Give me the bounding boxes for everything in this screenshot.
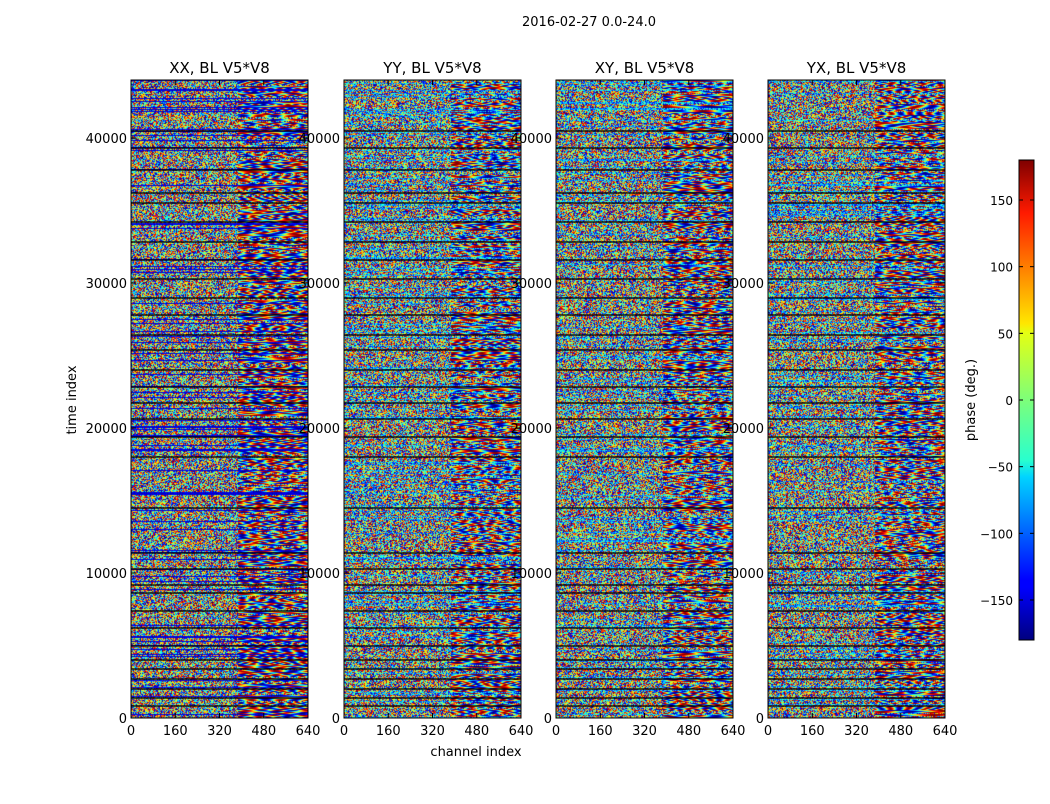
colorbar-tick-label: 150: [990, 194, 1013, 208]
x-tick-label: 640: [933, 724, 958, 739]
y-tick-label: 10000: [86, 567, 127, 582]
x-tick-label: 320: [632, 724, 657, 739]
panel-title: YX, BL V5*V8: [806, 59, 907, 77]
x-tick-label: 640: [296, 724, 321, 739]
panel-xy: XY, BL V5*V8 0 160 320 480 640 0 10000 20000 3000…: [511, 59, 746, 739]
heatmap-image: [768, 80, 945, 718]
x-tick-label: 480: [464, 724, 489, 739]
y-tick-label: 20000: [511, 422, 552, 437]
colorbar: 150 100 50 0 −50 −100 −150 phase (deg.): [964, 159, 1035, 641]
x-tick-label: 480: [888, 724, 913, 739]
x-tick-label: 0: [127, 724, 135, 739]
panel-yx: YX, BL V5*V8 0 160 320 480 640 0 10000 20000 3000…: [723, 59, 958, 739]
y-tick-label: 10000: [299, 567, 340, 582]
y-tick-label: 40000: [86, 132, 127, 147]
y-tick-label: 0: [332, 712, 340, 727]
y-tick-label: 40000: [511, 132, 552, 147]
colorbar-tick-label: 50: [998, 327, 1013, 341]
y-axis-label: time index: [65, 365, 80, 434]
y-tick-label: 30000: [723, 277, 764, 292]
colorbar-tick-label: −100: [980, 527, 1013, 541]
y-tick-label: 0: [119, 712, 127, 727]
x-tick-label: 0: [552, 724, 560, 739]
x-tick-label: 160: [163, 724, 188, 739]
heatmap-image: [344, 80, 521, 718]
y-tick-label: 0: [756, 712, 764, 727]
x-tick-label: 160: [376, 724, 401, 739]
figure-title: 2016-02-27 0.0-24.0: [522, 15, 656, 30]
colorbar-tick-label: 0: [1005, 394, 1013, 408]
y-tick-label: 30000: [299, 277, 340, 292]
heatmap-image: [556, 80, 733, 718]
x-tick-label: 320: [844, 724, 869, 739]
panel-xx: XX, BL V5*V8 0 160 320 480 640 0 10000 20000 3000…: [86, 59, 321, 739]
y-tick-label: 30000: [511, 277, 552, 292]
x-axis-label: channel index: [430, 745, 521, 760]
panel-title: XY, BL V5*V8: [595, 59, 695, 77]
x-tick-label: 0: [764, 724, 772, 739]
x-tick-label: 320: [207, 724, 232, 739]
colorbar-label: phase (deg.): [964, 359, 979, 441]
x-tick-label: 640: [509, 724, 534, 739]
x-tick-label: 480: [676, 724, 701, 739]
y-tick-label: 0: [544, 712, 552, 727]
x-tick-label: 0: [340, 724, 348, 739]
colorbar-tick-label: 100: [990, 261, 1013, 275]
y-tick-label: 20000: [299, 422, 340, 437]
x-tick-label: 320: [420, 724, 445, 739]
y-tick-label: 40000: [723, 132, 764, 147]
y-tick-label: 10000: [511, 567, 552, 582]
y-tick-label: 20000: [723, 422, 764, 437]
colorbar-ticks: 150 100 50 0 −50 −100 −150: [980, 194, 1034, 608]
panel-title: XX, BL V5*V8: [169, 59, 270, 77]
colorbar-tick-label: −50: [988, 461, 1013, 475]
colorbar-tick-label: −150: [980, 594, 1013, 608]
y-tick-label: 40000: [299, 132, 340, 147]
panel-yy: YY, BL V5*V8 0 160 320 480 640 0 10000 20000 3000…: [299, 59, 534, 739]
x-tick-label: 480: [251, 724, 276, 739]
heatmap-image: [131, 80, 308, 718]
x-tick-label: 160: [588, 724, 613, 739]
y-tick-label: 30000: [86, 277, 127, 292]
y-tick-label: 10000: [723, 567, 764, 582]
x-tick-label: 160: [800, 724, 825, 739]
y-tick-label: 20000: [86, 422, 127, 437]
x-tick-label: 640: [721, 724, 746, 739]
panel-title: YY, BL V5*V8: [382, 59, 481, 77]
